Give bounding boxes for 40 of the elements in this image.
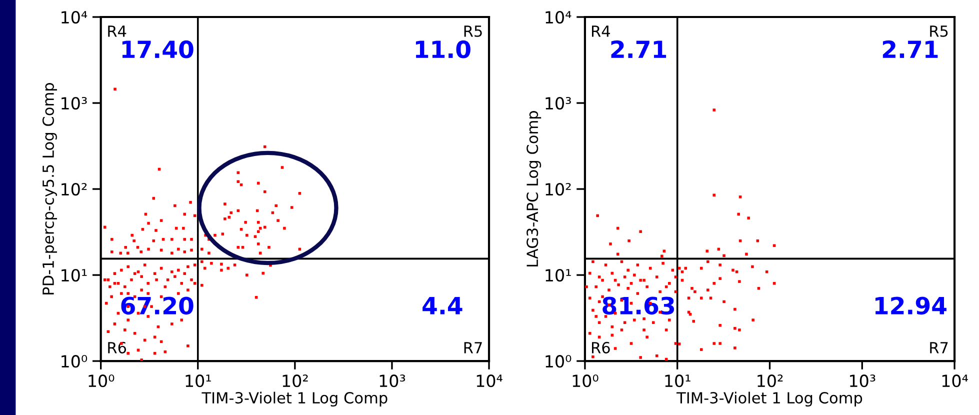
x-tick-label: 10¹ <box>665 374 690 388</box>
annotation: 67.20 <box>121 296 194 315</box>
x-tick-label: 10⁰ <box>88 374 114 388</box>
y-tick-label: 10⁰ <box>62 355 88 368</box>
annotation: R6 <box>592 342 610 354</box>
x-tick-label: 10² <box>758 374 783 388</box>
y-tick-label: 10⁴ <box>62 10 88 24</box>
y-tick-label: 10² <box>62 182 87 196</box>
annotation: 2.71 <box>611 40 666 58</box>
x-tick-label: 10³ <box>850 374 876 388</box>
x-tick-label: 10¹ <box>186 374 211 388</box>
x-tick-label: 10² <box>282 374 308 388</box>
x-tick-label: 10³ <box>380 374 406 388</box>
annotation: R6 <box>108 342 126 354</box>
annotation: 12.94 <box>876 296 946 315</box>
y-tick-label: 10⁴ <box>546 10 572 24</box>
y-tick-label: 10³ <box>62 96 87 110</box>
y-axis-title: PD-1-percp-cy5.5 Log Comp <box>42 83 57 294</box>
x-tick-label: 10⁰ <box>572 374 598 388</box>
annotation: 11.0 <box>416 40 470 58</box>
annotation: R5 <box>930 26 948 37</box>
y-tick-label: 10² <box>546 182 571 196</box>
x-tick-label: 10⁴ <box>476 374 502 388</box>
x-axis-title: TIM-3-Violet 1 Log Comp <box>676 392 862 407</box>
annotation: 2.71 <box>882 40 938 58</box>
annotation: R4 <box>592 26 610 37</box>
x-tick-label: 10⁴ <box>942 374 968 388</box>
y-tick-label: 10¹ <box>62 269 87 282</box>
y-axis-title: LAG3-APC Log Comp <box>526 111 542 266</box>
annotation: R7 <box>464 342 482 354</box>
annotation: 4.4 <box>422 297 462 314</box>
y-tick-label: 10¹ <box>546 269 571 282</box>
annotation: 17.40 <box>122 40 194 58</box>
annotation: R7 <box>930 342 948 354</box>
annotation: 81.63 <box>602 296 674 315</box>
annotation: R5 <box>464 26 482 37</box>
annotation: R4 <box>108 26 126 37</box>
y-tick-label: 10³ <box>546 96 571 110</box>
y-tick-label: 10⁰ <box>546 355 572 368</box>
x-axis-title: TIM-3-Violet 1 Log Comp <box>202 392 388 407</box>
